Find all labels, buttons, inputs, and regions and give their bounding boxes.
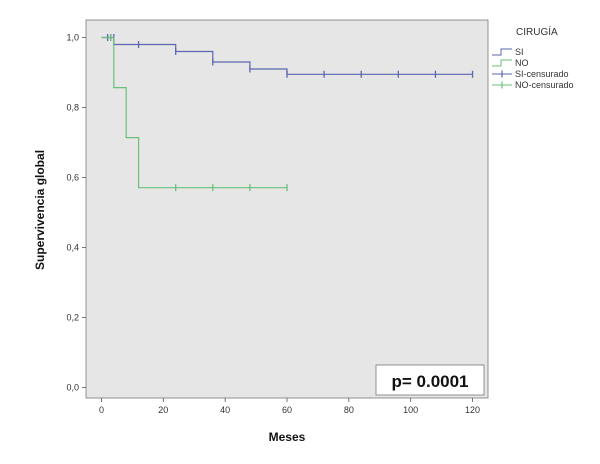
legend-label: NO-censurado: [515, 80, 574, 90]
p-value-box: [375, 364, 485, 396]
legend-label: NO: [515, 58, 529, 68]
x-tick-label: 60: [282, 405, 292, 415]
legend-title: CIRUGÍA: [516, 25, 558, 38]
series-layer: [101, 34, 474, 192]
legend-label: SI-censurado: [515, 69, 569, 79]
y-tick-label: 1,0: [66, 33, 79, 43]
x-tick-label: 120: [465, 405, 480, 415]
legend-swatch-step: [492, 59, 512, 67]
legend-swatch-step: [492, 48, 512, 56]
legend-label: SI: [515, 47, 524, 57]
x-tick-label: 0: [99, 405, 104, 415]
p-value-annotation: p= 0.0001: [375, 364, 485, 396]
y-tick-label: 0,2: [66, 313, 79, 323]
y-tick-label: 0,6: [66, 173, 79, 183]
x-tick-label: 20: [158, 405, 168, 415]
plot-area: [85, 19, 489, 399]
y-tick-label: 0,0: [66, 383, 79, 393]
series-line-no: [101, 36, 287, 189]
y-axis-label: Supervivencia global: [33, 150, 47, 270]
x-tick-label: 80: [344, 405, 354, 415]
x-tick-label: 40: [220, 405, 230, 415]
y-tick-label: 0,4: [66, 243, 79, 253]
p-value-text: p= 0.0001: [391, 372, 468, 391]
y-tick-label: 0,8: [66, 103, 79, 113]
x-axis: 0 20 40 60 80 100 120: [99, 398, 480, 415]
y-axis: 0,0 0,2 0,4 0,6 0,8 1,0: [66, 33, 86, 393]
x-tick-label: 100: [403, 405, 418, 415]
x-axis-label: Meses: [269, 430, 306, 444]
